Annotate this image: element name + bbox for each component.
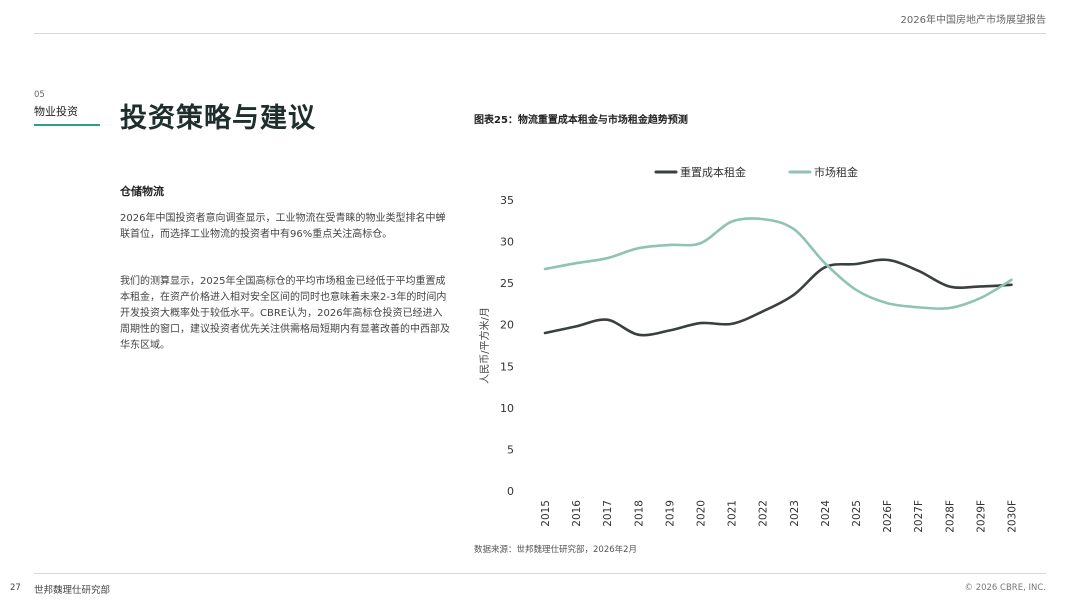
- paragraph-investor-survey: 2026年中国投资者意向调查显示，工业物流在受青睐的物业类型排名中蝉联首位，而选…: [120, 213, 446, 240]
- x-tick-label: 2029F: [975, 500, 987, 533]
- x-tick-label: 2016: [571, 500, 583, 527]
- paragraph-rent-analysis: 我们的测算显示，2025年全国高标仓的平均市场租金已经低于平均重置成本租金，在资…: [120, 276, 450, 351]
- page-title: 投资策略与建议: [120, 103, 316, 134]
- x-tick-label: 2028F: [944, 500, 956, 533]
- x-tick-label: 2017: [602, 500, 614, 527]
- x-tick-label: 2027F: [913, 500, 925, 533]
- x-tick-label: 2022: [758, 500, 770, 527]
- y-tick-label: 35: [500, 194, 514, 207]
- x-tick-label: 2024: [820, 500, 832, 527]
- footer-divider: [34, 573, 1046, 574]
- x-tick-label: 2018: [633, 500, 645, 527]
- y-tick-label: 20: [500, 319, 514, 332]
- section-number: 05: [34, 90, 45, 100]
- legend: 重置成本租金 市场租金: [654, 165, 858, 179]
- section-name: 物业投资: [34, 105, 78, 118]
- y-tick-label: 25: [500, 277, 514, 290]
- chart-source: 数据来源：世邦魏理仕研究部，2026年2月: [474, 545, 638, 555]
- x-tick-label: 2030F: [1007, 500, 1019, 533]
- footer-org: 世邦魏理仕研究部: [34, 585, 111, 596]
- y-tick-label: 15: [500, 360, 514, 373]
- x-tick-label: 2026F: [882, 500, 894, 533]
- y-tick-label: 10: [500, 402, 514, 415]
- y-tick-label: 0: [507, 485, 514, 498]
- footer-copyright: © 2026 CBRE, INC.: [964, 583, 1047, 593]
- x-tick-label: 2019: [664, 500, 676, 527]
- x-tick-label: 2015: [540, 500, 552, 527]
- legend-label-market-rent: 市场租金: [814, 165, 858, 179]
- y-tick-label: 30: [500, 236, 514, 249]
- report-title: 2026年中国房地产市场展望报告: [900, 15, 1046, 26]
- x-tick-label: 2021: [727, 500, 739, 527]
- series-lines: [543, 217, 1013, 337]
- x-tick-label: 2023: [789, 500, 801, 527]
- x-tick-label: 2025: [851, 500, 863, 527]
- y-axis-label: 人民币/平方米/月: [478, 307, 491, 384]
- page-number: 27: [10, 583, 21, 593]
- chart-title: 图表25：物流重置成本租金与市场租金趋势预测: [474, 115, 688, 126]
- content-subheading: 仓储物流: [120, 185, 164, 198]
- y-axis-ticks: 0 5 10 15 20 25 30 35: [500, 194, 514, 498]
- header-divider: [34, 33, 1046, 34]
- series-line-replacement-cost-rent: [543, 258, 1013, 337]
- legend-label-replacement-cost: 重置成本租金: [680, 165, 746, 179]
- y-tick-label: 5: [507, 443, 514, 456]
- x-tick-label: 2020: [696, 500, 708, 527]
- x-axis-ticks: 2015 2016 2017 2018 2019 2020 2021 2022 2023 2024…: [540, 500, 1019, 533]
- section-underline: [34, 124, 100, 126]
- series-line-market-rent: [543, 217, 1013, 311]
